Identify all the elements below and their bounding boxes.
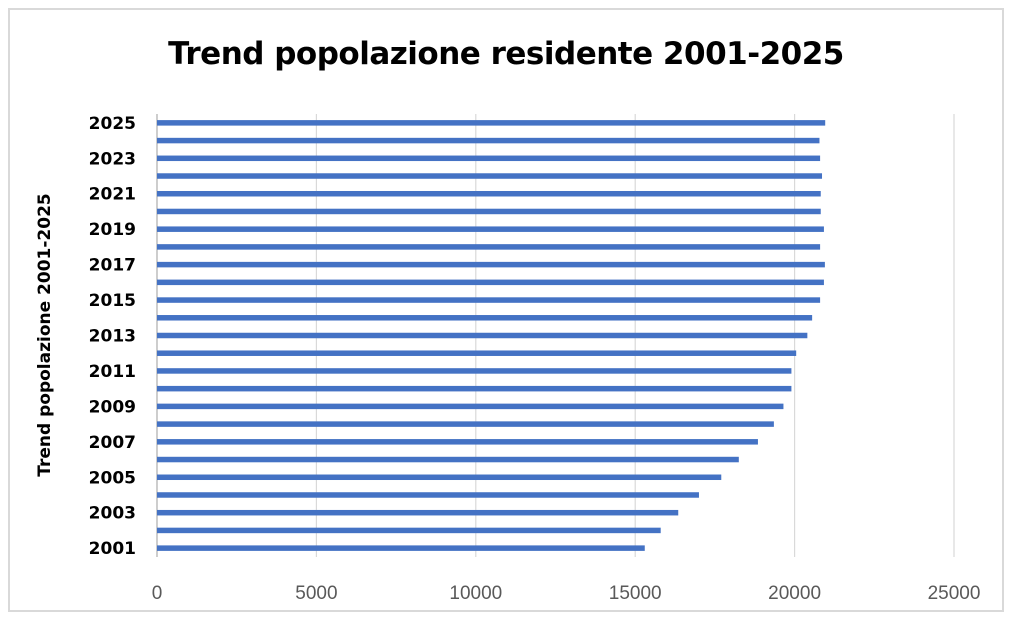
x-tick-15000: 15000	[609, 583, 662, 604]
y-tick-2007: 2007	[89, 433, 136, 453]
x-tick-25000: 25000	[928, 583, 981, 604]
y-tick-2021: 2021	[89, 185, 136, 205]
y-tick-2023: 2023	[89, 149, 136, 169]
bar-2013	[157, 332, 808, 339]
bar-2009	[157, 403, 784, 410]
x-tick-0: 0	[152, 583, 163, 604]
bar-2003	[157, 509, 679, 516]
bar-2025	[157, 120, 826, 126]
bar-2008	[157, 421, 774, 427]
bar-2023	[157, 155, 821, 162]
bar-2016	[157, 279, 824, 286]
bar-2005	[157, 474, 722, 481]
bar-2007	[157, 439, 758, 445]
bar-2017	[157, 261, 825, 268]
x-tick-5000: 5000	[295, 583, 337, 604]
bar-2019	[157, 226, 824, 232]
bar-2021	[157, 190, 821, 197]
x-tick-labels: 0 5000 10000 15000 20000 25000	[152, 583, 981, 604]
bar-2018	[157, 244, 821, 250]
y-tick-2019: 2019	[89, 220, 136, 240]
x-tick-10000: 10000	[449, 583, 502, 604]
y-tick-labels: 2001 2003 2005 2007 2009 2011 2013 2015 2017 2019…	[89, 114, 136, 559]
y-tick-2005: 2005	[89, 468, 136, 488]
y-tick-2013: 2013	[89, 327, 136, 347]
y-tick-2017: 2017	[89, 256, 136, 276]
bar-2004	[157, 492, 699, 498]
bar-2010	[157, 385, 792, 392]
bar-2014	[157, 315, 813, 321]
bar-2015	[157, 297, 821, 303]
chart-title: Trend popolazione residente 2001-2025	[168, 36, 844, 72]
bar-2011	[157, 368, 792, 374]
y-tick-2025: 2025	[89, 114, 136, 134]
x-tick-20000: 20000	[768, 583, 821, 604]
bar-2012	[157, 350, 797, 356]
y-tick-2001: 2001	[89, 539, 136, 559]
y-tick-2015: 2015	[89, 291, 136, 311]
y-tick-2009: 2009	[89, 397, 136, 417]
y-tick-2003: 2003	[89, 504, 136, 524]
bar-2024	[157, 137, 820, 144]
bar-2001	[157, 545, 645, 551]
bar-2020	[157, 208, 821, 215]
bar-2022	[157, 173, 823, 179]
bars	[157, 120, 826, 551]
y-tick-2011: 2011	[89, 362, 136, 382]
bar-2006	[157, 456, 739, 463]
bar-2002	[157, 527, 661, 534]
